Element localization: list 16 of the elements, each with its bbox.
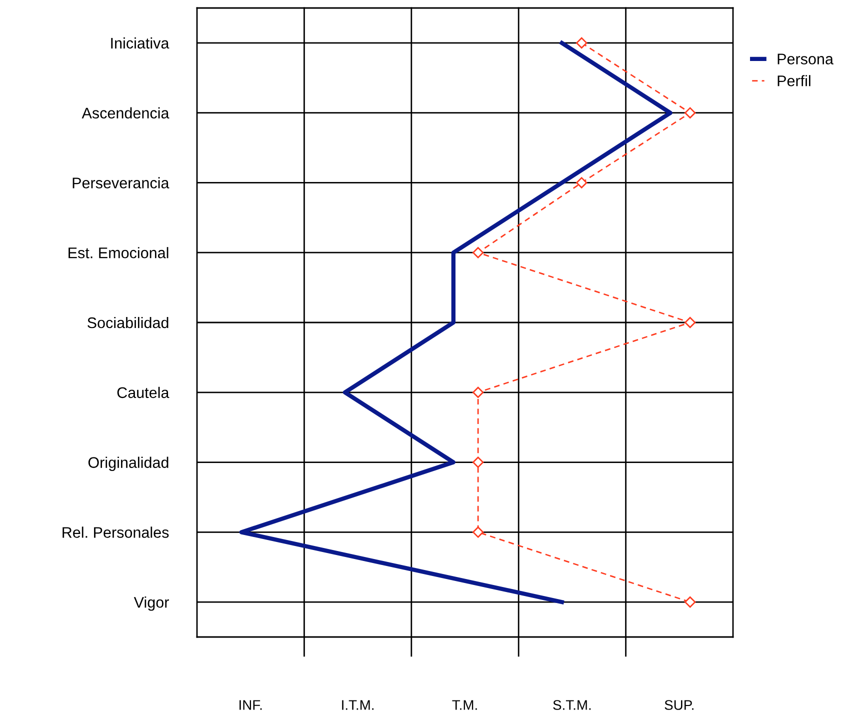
text: S.T.M. [553,700,591,710]
y-tick-label: Perseverancia [72,177,170,188]
y-tick-label: Iniciativa [111,37,170,49]
text: I.T.M. [342,700,374,710]
y-tick-label: Ascendencia [82,107,170,119]
y-tick-label: Originalidad [88,456,168,471]
y-tick-label: Sociabilidad [88,316,168,328]
text: SUP. [664,700,694,710]
y-tick-label: Rel. Personales [62,526,169,538]
text: T.M. [452,700,477,710]
y-tick-label: Vigor [134,596,169,611]
y-tick-label: Est. Emocional [68,247,168,258]
y-tick-label: Cautela [117,386,170,398]
legend-label: Perfil [778,75,810,86]
text: INF. [240,700,262,710]
legend-label: Persona [778,54,834,64]
